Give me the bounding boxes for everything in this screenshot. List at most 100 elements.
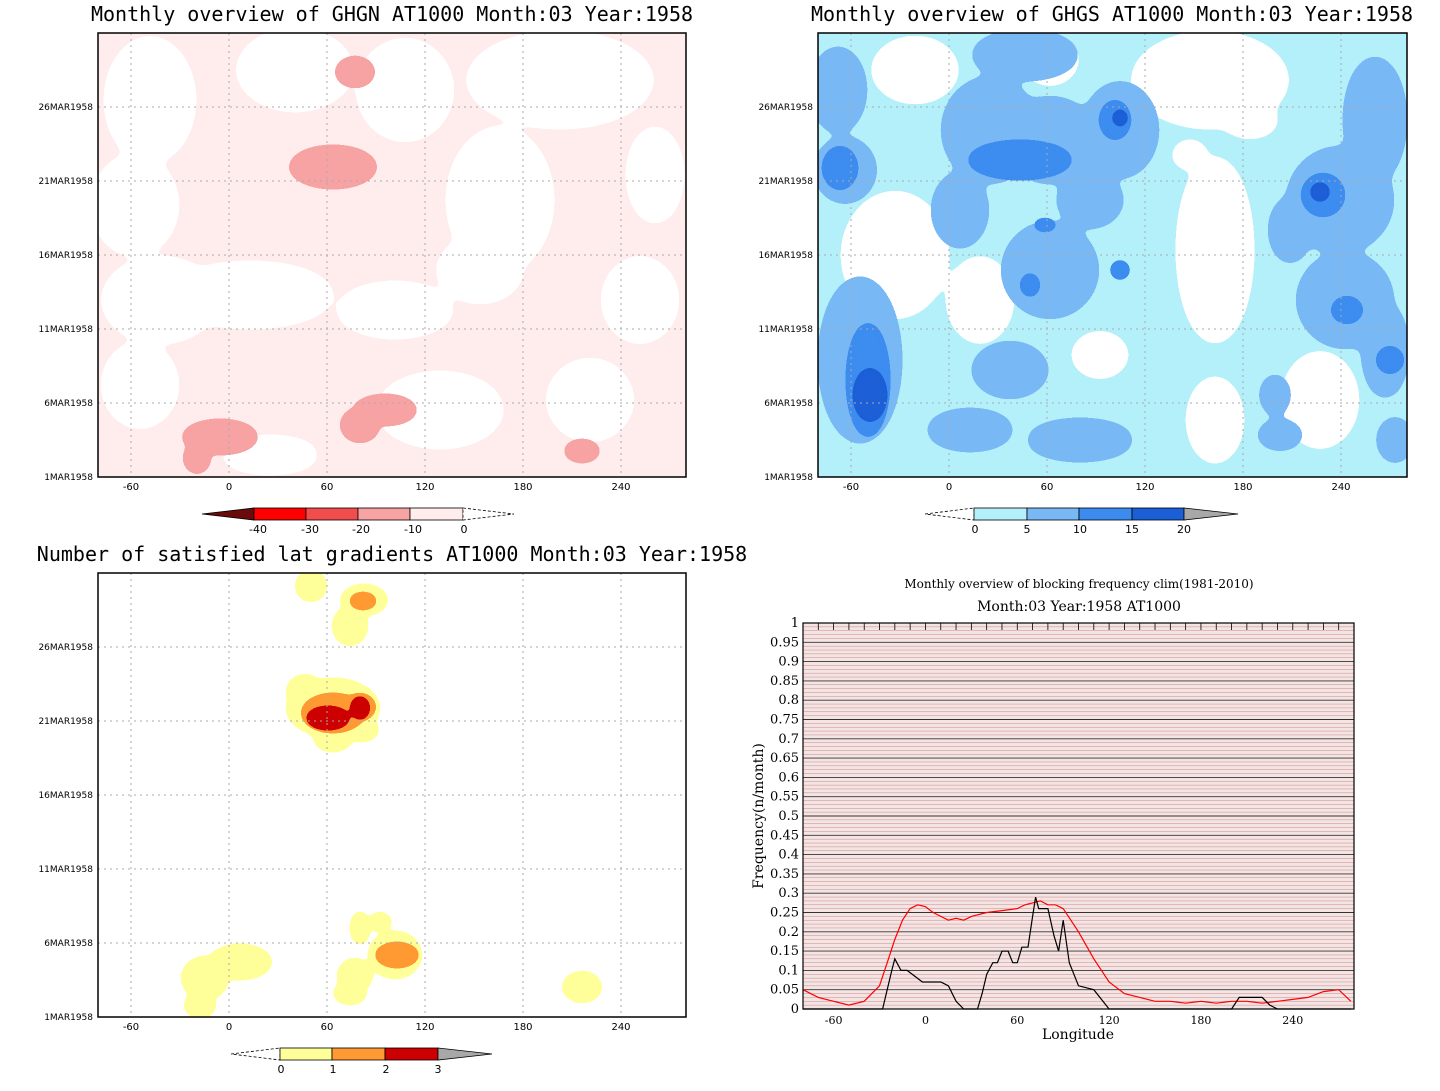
x-tick-label: 0 [946,482,952,493]
panel-ghgn-grid [98,33,686,477]
panel-ghgn-title: Monthly overview of GHGN AT1000 Month:03… [91,2,693,26]
x-tick-label: 0 [922,1014,929,1027]
panel-ghgs-xticks: -60 0 60 120 180 240 [843,482,1351,493]
y-tick-label: 0.35 [770,867,799,882]
y-tick-label: 26MAR1958 [38,643,93,653]
colorbar-label: -30 [301,523,319,536]
y-tick-label: 0.05 [770,983,799,998]
panel-ghgs-yticks: 1MAR1958 6MAR1958 11MAR1958 16MAR1958 21… [758,103,813,483]
colorbar-label: -20 [352,523,370,536]
x-tick-label: 60 [321,482,334,493]
y-tick-label: 0.95 [770,635,799,650]
panel-blocking-title: Monthly overview of blocking frequency c… [904,577,1253,591]
colorbar-label: 5 [1024,523,1031,536]
y-tick-label: 0.85 [770,674,799,689]
x-tick-label: 60 [1041,482,1054,493]
x-tick-label: 120 [1099,1014,1120,1027]
y-tick-label: 0.55 [770,790,799,805]
colorbar-label: 0 [461,523,468,536]
y-tick-label: 0.9 [778,655,799,670]
y-tick-label: 0.65 [770,751,799,766]
x-axis-label: Longitude [1042,1027,1114,1043]
y-tick-label: 16MAR1958 [758,251,813,261]
x-tick-label: 240 [1331,482,1350,493]
y-tick-label: 1MAR1958 [44,1013,93,1023]
panel-gradients-colorbar: 0 1 2 3 [230,1047,493,1076]
colorbar-label: 1 [330,1063,337,1076]
y-tick-label: 0.25 [770,906,799,921]
x-tick-label: -60 [123,1022,139,1033]
colorbar-label: 0 [972,523,979,536]
x-tick-label: 180 [513,482,532,493]
y-tick-label: 1 [791,616,799,631]
panel-ghgs-title: Monthly overview of GHGS AT1000 Month:03… [811,2,1413,26]
y-tick-label: 0.1 [778,963,799,978]
y-tick-label: 0.8 [778,693,799,708]
x-tick-labels: -60 0 60 120 180 240 [825,1014,1304,1027]
y-tick-label: 0.6 [778,770,799,785]
colorbar-label: 0 [278,1063,285,1076]
y-tick-label: 21MAR1958 [38,717,93,727]
plot-frame [802,622,1355,1010]
panel-ghgs-grid [818,33,1407,477]
panel-gradients: Number of satisfied lat gradients AT1000… [37,542,747,1076]
x-tick-label: 120 [1135,482,1154,493]
y-tick-label: 1MAR1958 [44,473,93,483]
x-tick-label: 120 [415,482,434,493]
y-axis-label: Frequency(n/month) [751,743,767,889]
y-tick-label: 21MAR1958 [38,177,93,187]
y-tick-label: 11MAR1958 [38,865,93,875]
panel-ghgs-colorbar: 0 5 10 15 20 [924,507,1239,536]
panel-gradients-title: Number of satisfied lat gradients AT1000… [37,542,747,566]
x-tick-label: 180 [1233,482,1252,493]
x-tick-label: -60 [123,482,139,493]
panel-ghgs-frame [817,32,1408,478]
x-tick-label: 240 [611,1022,630,1033]
y-tick-label: 1MAR1958 [764,473,813,483]
x-tick-label: 0 [226,482,232,493]
y-tick-label: 0.2 [778,925,799,940]
y-tick-label: 0.5 [778,809,799,824]
panel-gradients-grid [98,573,686,1017]
panel-ghgs: Monthly overview of GHGS AT1000 Month:03… [758,2,1413,536]
x-tick-label: 120 [415,1022,434,1033]
colorbar-label: 20 [1177,523,1191,536]
y-tick-label: 6MAR1958 [44,939,93,949]
y-tick-label: 11MAR1958 [758,325,813,335]
colorbar-label: 2 [383,1063,390,1076]
colorbar-label: -40 [249,523,267,536]
y-tick-label: 0.4 [778,848,799,863]
x-tick-label: 240 [611,482,630,493]
y-tick-label: 16MAR1958 [38,791,93,801]
y-tick-label: 6MAR1958 [764,399,813,409]
x-tick-label: 180 [1190,1014,1211,1027]
panel-ghgn: Monthly overview of GHGN AT1000 Month:03… [38,2,693,536]
y-tick-label: 16MAR1958 [38,251,93,261]
panel-gradients-yticks: 1MAR1958 6MAR1958 11MAR1958 16MAR1958 21… [38,643,93,1023]
y-tick-label: 6MAR1958 [44,399,93,409]
y-tick-label: 0.3 [778,886,799,901]
colorbar-label: -10 [404,523,422,536]
colorbar-label: 10 [1073,523,1087,536]
y-tick-label: 0.45 [770,828,799,843]
panel-ghgn-yticks: 1MAR1958 6MAR1958 11MAR1958 16MAR1958 21… [38,103,93,483]
colorbar-label: 15 [1125,523,1139,536]
y-tick-label: 0.15 [770,944,799,959]
x-tick-label: 240 [1282,1014,1303,1027]
horizontal-gridlines [803,626,1354,1006]
x-tick-label: 180 [513,1022,532,1033]
panel-ghgn-xticks: -60 0 60 120 180 240 [123,482,631,493]
y-tick-labels: 0 0.05 0.1 0.15 0.2 0.25 0.3 0.35 0.4 0.45 0.5 0.55… [770,616,799,1017]
y-tick-label: 0 [791,1002,799,1017]
y-tick-label: 26MAR1958 [38,103,93,113]
x-tick-label: 60 [1010,1014,1024,1027]
y-tick-label: 0.75 [770,713,799,728]
x-tick-label: 60 [321,1022,334,1033]
panel-ghgn-colorbar: -40 -30 -20 -10 0 [201,507,515,536]
panel-blocking-frequency: Monthly overview of blocking frequency c… [751,577,1355,1043]
panel-gradients-xticks: -60 0 60 120 180 240 [123,1022,631,1033]
y-tick-label: 11MAR1958 [38,325,93,335]
panel-blocking-subtitle: Month:03 Year:1958 AT1000 [977,599,1181,615]
y-tick-label: 0.7 [778,732,799,747]
